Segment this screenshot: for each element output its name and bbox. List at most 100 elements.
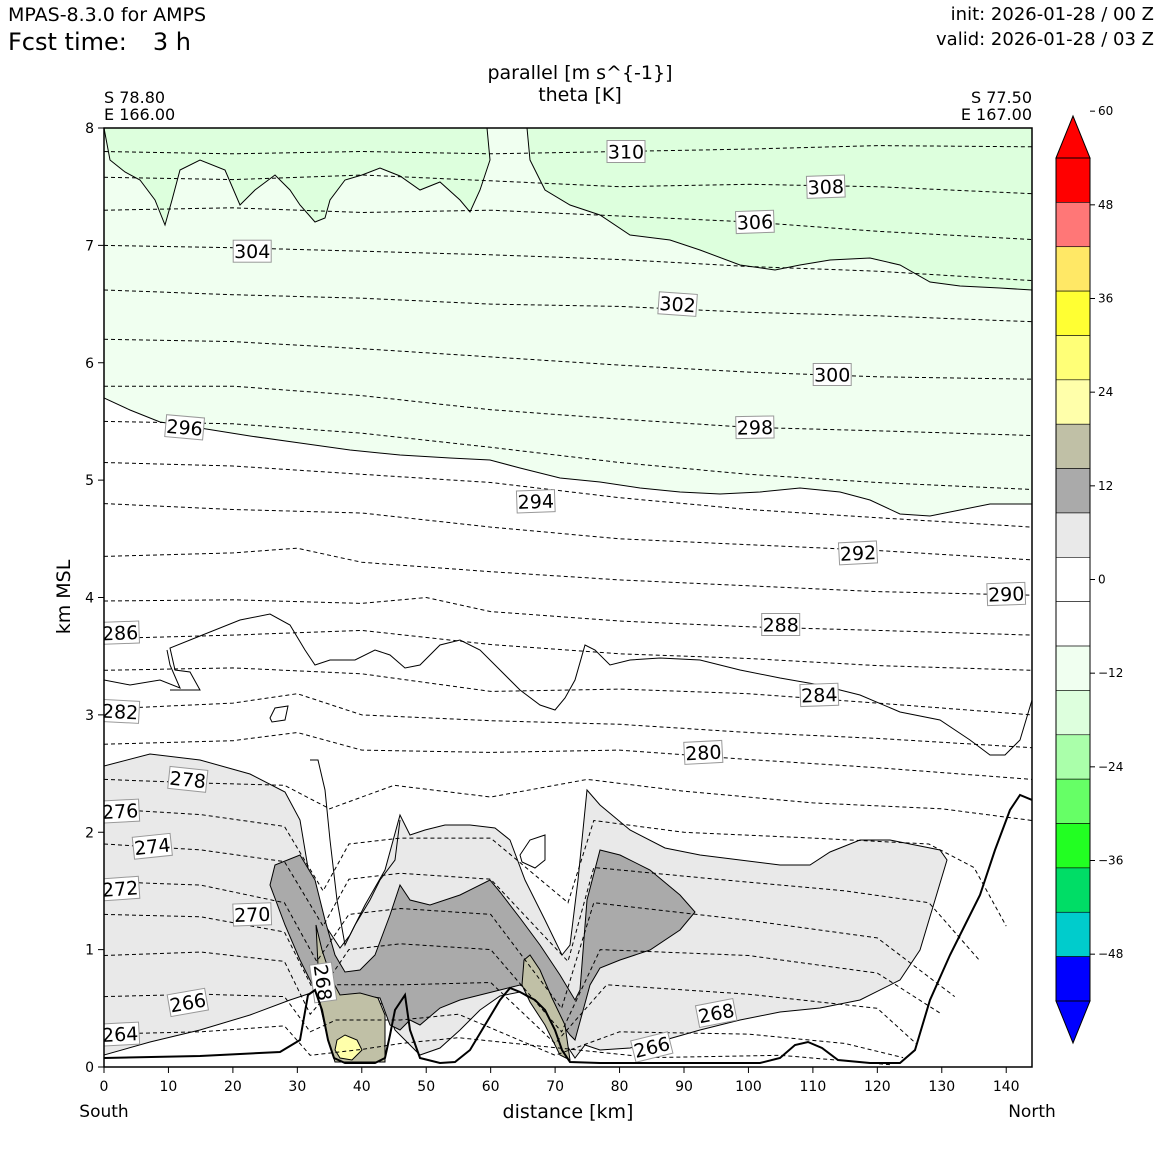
- theta-label-304-3: 304: [232, 239, 272, 263]
- theta-contour-276-17: [104, 808, 1007, 927]
- theta-label-text: 284: [801, 684, 838, 707]
- theta-label-box: [164, 414, 206, 441]
- theta-label-box: [232, 239, 272, 263]
- theta-label-298-6: 298: [735, 415, 775, 440]
- theta-contour-266-22: [104, 993, 904, 1059]
- colorbar-segment: [1055, 734, 1091, 780]
- colorbar-segment: [1055, 468, 1091, 514]
- shade-pos-12: [269, 849, 696, 1041]
- y-tick-label: 6: [85, 356, 94, 372]
- right-end-lat: S 77.50: [971, 88, 1032, 107]
- colorbar-segment: [1055, 956, 1091, 1002]
- colorbar-segment: [1055, 911, 1091, 957]
- x-tick-label: 80: [611, 1079, 629, 1095]
- colorbar-tick-label: 24: [1098, 385, 1113, 399]
- colorbar-segment: [1055, 645, 1091, 691]
- colorbar-segment: [1055, 423, 1091, 469]
- colorbar-tick-label: −24: [1098, 760, 1123, 774]
- theta-label-text: 306: [736, 211, 773, 234]
- theta-label-text: 310: [608, 142, 644, 164]
- theta-label-282-14: 282: [101, 698, 141, 724]
- colorbar-segment: [1055, 246, 1091, 292]
- theta-label-280-15: 280: [683, 739, 724, 765]
- theta-contour-298-6: [104, 385, 1032, 436]
- theta-label-text: 292: [839, 542, 876, 566]
- theta-label-274-18: 274: [131, 832, 173, 860]
- chart-title-line1: parallel [m s^{-1}]: [487, 62, 672, 84]
- theta-contour-286-12: [104, 629, 1032, 671]
- init-time: init: 2026-01-28 / 00 Z: [950, 4, 1154, 25]
- theta-label-box: [694, 997, 738, 1029]
- forecast-time: Fcst time: 3 h: [8, 28, 191, 56]
- theta-contour-310-0: [104, 145, 1032, 155]
- theta-label-text: 298: [737, 417, 774, 440]
- theta-label-264-25: 264: [101, 1021, 141, 1047]
- colorbar: 60 48 36 24 12 0 −12 −24 −36 −48: [1055, 104, 1123, 1045]
- colorbar-segment: [1055, 557, 1091, 602]
- x-tick-label: 110: [800, 1079, 827, 1095]
- theta-label-box: [167, 765, 209, 793]
- theta-label-310-0: 310: [606, 140, 646, 164]
- colorbar-segment: [1055, 157, 1091, 203]
- theta-label-text: 304: [234, 241, 270, 263]
- shade-pos-24: [334, 1034, 363, 1061]
- theta-contour-288-11: [104, 596, 1032, 636]
- theta-label-286-12: 286: [104, 620, 140, 645]
- theta-label-294-8: 294: [515, 489, 556, 514]
- theta-label-text: 274: [133, 834, 171, 860]
- y-tick-label: 1: [85, 943, 94, 959]
- colorbar-tick-label: 36: [1098, 292, 1113, 306]
- x-tick-label: 120: [864, 1079, 891, 1095]
- theta-contour-302-4: [104, 289, 1032, 323]
- theta-label-270-20: 270: [232, 902, 273, 927]
- x-tick-label: 50: [417, 1079, 435, 1095]
- theta-label-box: [837, 540, 879, 566]
- theta-label-text: 288: [763, 615, 799, 637]
- model-title: MPAS-8.3.0 for AMPS: [8, 4, 207, 26]
- theta-contour-272-19: [104, 881, 956, 1010]
- y-tick-label: 2: [85, 825, 94, 841]
- theta-label-292-9: 292: [837, 540, 879, 566]
- theta-label-290-10: 290: [986, 581, 1027, 607]
- x-tick-label: 40: [353, 1079, 371, 1095]
- colorbar-tick-label: −36: [1098, 854, 1123, 868]
- chart-title-line2: theta [K]: [538, 84, 622, 106]
- theta-label-text: 282: [101, 700, 138, 724]
- colorbar-top-extend: [1055, 114, 1091, 159]
- colorbar-tick-label: 48: [1098, 198, 1113, 212]
- colorbar-segment: [1055, 379, 1091, 425]
- y-tick-label: 8: [85, 121, 94, 137]
- theta-label-box: [812, 363, 852, 386]
- theta-label-text: 270: [234, 904, 271, 927]
- theta-label-276-17: 276: [104, 798, 141, 824]
- colorbar-segment: [1055, 335, 1091, 381]
- y-axis: 0 1 2 3 4 5 6 7 8: [85, 121, 104, 1076]
- y-axis-label: km MSL: [53, 559, 75, 634]
- theta-contour-290-10: [104, 547, 1032, 596]
- colorbar-segment: [1055, 202, 1091, 248]
- theta-label-text: 290: [988, 583, 1025, 606]
- plot-area: 310 308 306 304 302 300 298 296 294 292 290 288 286 2…: [101, 128, 1032, 1067]
- x-tick-label: 20: [224, 1079, 242, 1095]
- theta-label-text: 280: [685, 741, 722, 765]
- theta-label-text: 296: [165, 416, 203, 441]
- colorbar-bottom-extend: [1055, 1000, 1091, 1045]
- y-tick-label: 0: [85, 1060, 94, 1076]
- terrain-line: [104, 793, 1032, 1065]
- theta-label-box: [735, 415, 775, 440]
- theta-label-text: 278: [169, 768, 207, 794]
- x-tick-label: 60: [482, 1079, 500, 1095]
- shade-neg-12-right: [526, 128, 1032, 291]
- theta-label-302-4: 302: [657, 291, 698, 317]
- theta-contour-292-9: [104, 503, 1032, 561]
- theta-label-text: 264: [101, 1023, 138, 1047]
- theta-contour-294-8: [104, 462, 1032, 528]
- theta-label-text: 300: [814, 365, 850, 387]
- x-tick-label: 90: [675, 1079, 693, 1095]
- colorbar-tick-label: −12: [1098, 666, 1123, 680]
- colorbar-tick-label: 60: [1098, 104, 1113, 118]
- forecast-time-label: Fcst time:: [8, 28, 127, 56]
- north-label: North: [1008, 1102, 1056, 1122]
- x-axis: 0 10 20 30 40 50 60 70 80 90 100 110 120 130 140: [100, 1067, 1020, 1095]
